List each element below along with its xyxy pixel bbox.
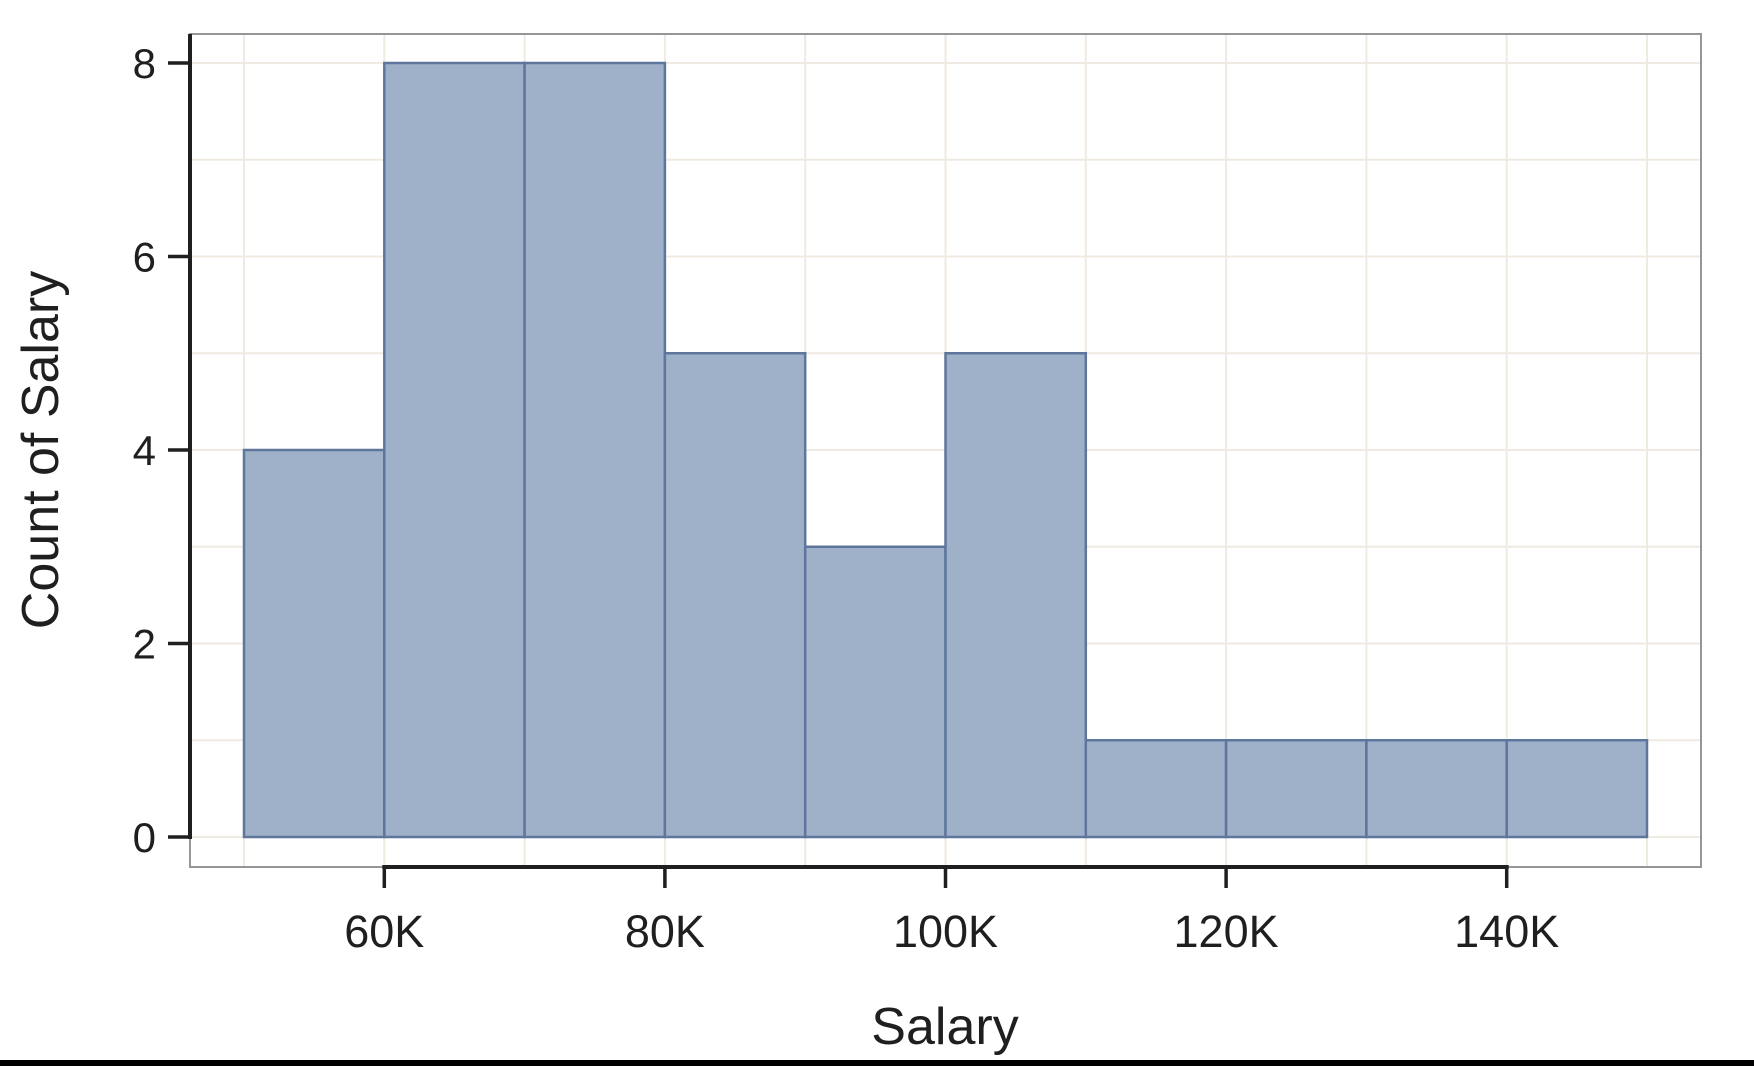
bottom-edge-strip bbox=[0, 1060, 1754, 1066]
x-tick-label: 140K bbox=[1454, 906, 1559, 957]
histogram-bar-130K-140K bbox=[1365, 739, 1508, 839]
histogram-bar-100K-110K bbox=[944, 352, 1088, 839]
x-tick-label: 80K bbox=[625, 906, 705, 957]
bar-layer bbox=[242, 61, 1649, 839]
y-tick-label: 0 bbox=[133, 814, 156, 861]
histogram-bar-70K-80K bbox=[523, 61, 667, 839]
histogram-bar-60K-70K bbox=[383, 61, 526, 839]
y-axis-title: Count of Salary bbox=[12, 271, 70, 629]
y-tick-label: 2 bbox=[133, 621, 156, 668]
histogram-bar-120K-130K bbox=[1224, 739, 1368, 839]
y-tick-label: 8 bbox=[133, 40, 156, 87]
axis-layer bbox=[168, 34, 1509, 888]
histogram-bar-80K-90K bbox=[663, 352, 807, 839]
x-tick-label: 100K bbox=[893, 906, 998, 957]
histogram-bar-90K-100K bbox=[803, 545, 947, 839]
histogram-bar-50K-60K bbox=[242, 448, 386, 839]
tick-label-layer: 0 2 4 6 8 60K 80K 100K 120K 140K bbox=[133, 40, 1560, 957]
y-tick-label: 4 bbox=[133, 427, 156, 474]
histogram-bar-110K-120K bbox=[1084, 739, 1228, 839]
x-axis-title: Salary bbox=[871, 998, 1018, 1056]
x-tick-label: 60K bbox=[344, 906, 424, 957]
histogram-bar-140K-150K bbox=[1505, 739, 1649, 839]
x-tick-label: 120K bbox=[1174, 906, 1279, 957]
y-tick-label: 6 bbox=[133, 234, 156, 281]
